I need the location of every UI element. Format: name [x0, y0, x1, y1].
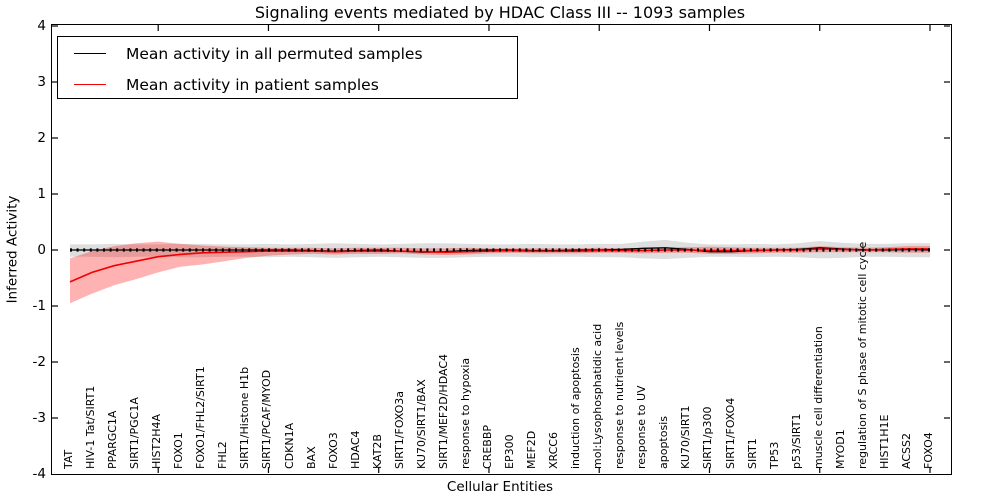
y-tick-label: -1: [32, 298, 46, 314]
x-tick-label: SIRT1/PGC1A: [128, 397, 142, 469]
x-tick-label: BAX: [304, 446, 318, 469]
x-tick-label: KU70/SIRT1/BAX: [414, 379, 428, 469]
x-tick-label: SIRT1/PCAF/MYOD: [260, 369, 274, 469]
x-tick-label: SIRT1/p300: [701, 406, 715, 469]
patient-confidence-band: [70, 241, 930, 304]
y-tick-label: 1: [37, 186, 46, 202]
x-tick-label: FHL2: [216, 441, 230, 469]
red-line-swatch: [74, 84, 106, 85]
x-tick-label: ACSS2: [899, 433, 913, 469]
x-tick-label: XRCC6: [547, 432, 561, 469]
x-tick-label: TP53: [767, 441, 781, 469]
x-tick-label: SIRT1: [745, 438, 759, 469]
x-tick-label: regulation of S phase of mitotic cell cy…: [855, 241, 869, 469]
x-tick-label: HDAC4: [348, 430, 362, 469]
legend: Mean activity in all permuted samples Me…: [57, 36, 518, 99]
plot-canvas: [52, 25, 950, 473]
legend-item-permuted: Mean activity in all permuted samples: [58, 39, 517, 68]
x-tick-label: apoptosis: [657, 416, 671, 469]
x-tick-label: SIRT1/Histone H1b: [238, 366, 252, 469]
y-tick-label: -3: [32, 410, 46, 426]
x-tick-label: HIV-1 Tat/SIRT1: [84, 385, 98, 469]
y-tick-label: 3: [37, 74, 46, 90]
x-tick-label: SIRT1/MEF2D/HDAC4: [436, 354, 450, 469]
y-tick-label: 4: [37, 18, 46, 34]
x-tick-label: CDKN1A: [282, 422, 296, 469]
black-line-swatch: [74, 53, 106, 54]
legend-item-patient: Mean activity in patient samples: [58, 70, 517, 99]
x-tick-label: KU70/SIRT1: [679, 405, 693, 469]
x-tick-label: FOXO1/FHL2/SIRT1: [194, 366, 208, 469]
x-tick-label: SIRT1/FOXO3a: [392, 390, 406, 469]
x-tick-label: FOXO3: [326, 432, 340, 469]
x-axis-label: Cellular Entities: [446, 479, 554, 495]
y-tick-label: -4: [32, 466, 46, 482]
x-tick-label: response to UV: [635, 385, 649, 469]
x-tick-label: HIST2H4A: [150, 413, 164, 469]
x-tick-label: response to hypoxia: [458, 357, 472, 469]
chart-title: Signaling events mediated by HDAC Class …: [254, 3, 746, 22]
x-tick-label: response to nutrient levels: [613, 321, 627, 469]
x-tick-label: KAT2B: [370, 434, 384, 469]
x-tick-label: EP300: [503, 434, 517, 469]
x-tick-label: p53/SIRT1: [789, 413, 803, 469]
y-tick-label: -2: [32, 354, 46, 370]
x-tick-label: SIRT1/FOXO4: [723, 397, 737, 469]
x-tick-label: FOXO4: [921, 432, 935, 469]
x-tick-label: muscle cell differentiation: [811, 326, 825, 469]
x-tick-label: mol:Lysophosphatidic acid: [591, 323, 605, 469]
x-tick-label: induction of apoptosis: [569, 347, 583, 469]
x-tick-label: HIST1H1E: [877, 414, 891, 469]
y-tick-label: 0: [37, 242, 46, 258]
x-tick-label: MYOD1: [833, 429, 847, 469]
x-tick-label: TAT: [62, 449, 75, 469]
x-tick-label: FOXO1: [172, 432, 186, 469]
legend-label-permuted: Mean activity in all permuted samples: [126, 44, 423, 63]
x-tick-label: PPARGC1A: [106, 410, 120, 469]
x-tick-label: CREBBP: [480, 425, 494, 469]
x-tick-label: MEF2D: [525, 430, 539, 469]
legend-label-patient: Mean activity in patient samples: [126, 75, 379, 94]
y-tick-label: 2: [37, 130, 46, 146]
plot-area: TAT HIV-1 Tat/SIRT1 PPARGC1A SIRT1/PGC1A HIS…: [51, 24, 952, 475]
